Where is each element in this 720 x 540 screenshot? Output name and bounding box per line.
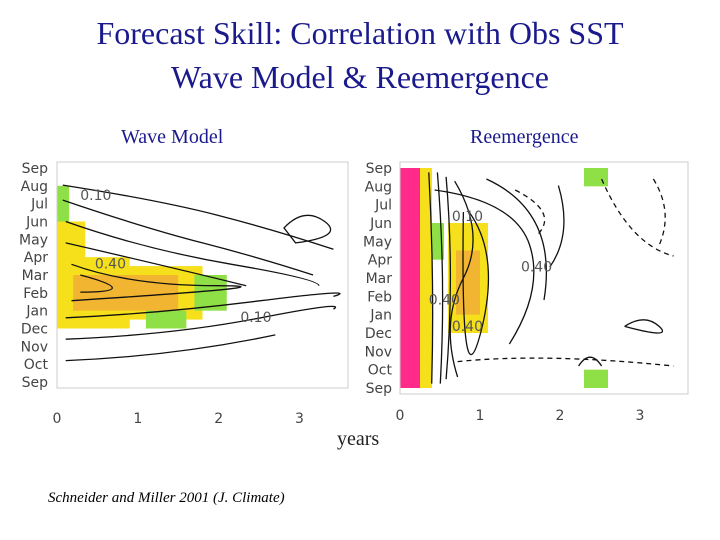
x-axis-label: years xyxy=(337,428,380,450)
plot-frame xyxy=(56,161,349,389)
y-tick-label: Feb xyxy=(23,286,48,302)
y-tick-label: Apr xyxy=(368,253,392,269)
contour-path xyxy=(80,274,113,293)
y-tick-label: Oct xyxy=(368,363,393,379)
y-tick-label: Sep xyxy=(22,375,49,391)
y-tick-label: Sep xyxy=(22,161,49,177)
x-tick-label: 0 xyxy=(53,411,62,427)
contour-path xyxy=(65,305,336,340)
contour-label: 0.10 xyxy=(240,310,271,326)
x-tick-label: 0 xyxy=(396,408,405,424)
contour-path xyxy=(283,214,332,244)
contour-lines xyxy=(62,184,341,362)
panel-label-reemergence: Reemergence xyxy=(470,126,579,148)
y-tick-label: Jul xyxy=(374,198,392,214)
contour-label: 0.10 xyxy=(452,209,483,225)
contour-path xyxy=(62,184,334,250)
y-tick-label: Feb xyxy=(367,289,392,305)
contour-path xyxy=(578,356,603,367)
skill-cell-low xyxy=(584,369,608,388)
contour-path xyxy=(549,185,565,268)
negative-contours xyxy=(457,178,674,367)
title-line-2: Wave Model & Reemergence xyxy=(170,59,549,95)
y-tick-label: Aug xyxy=(21,179,48,195)
contour-path xyxy=(65,292,341,319)
skill-cell-peak xyxy=(400,168,420,388)
y-tick-label: Nov xyxy=(365,344,392,360)
citation: Schneider and Miller 2001 (J. Climate) xyxy=(48,490,285,506)
reemergence-panel: 0.10 0.40 0.40 0.40 Sep Aug Jul Jun May Apr Mar Feb… xyxy=(363,161,689,424)
title-line-1: Forecast Skill: Correlation with Obs SST xyxy=(96,15,624,51)
y-tick-label: Oct xyxy=(24,357,49,373)
contour-path xyxy=(486,178,548,301)
y-tick-label: Nov xyxy=(21,339,48,355)
y-tick-label: Jul xyxy=(30,197,48,213)
contour-label: 0.10 xyxy=(80,188,111,204)
contour-path xyxy=(624,319,664,334)
x-tick-label: 1 xyxy=(133,411,142,427)
contour-path xyxy=(601,178,674,257)
contour-label: 0.40 xyxy=(452,319,483,335)
contour-path xyxy=(65,334,276,362)
skill-cell-high xyxy=(73,275,179,311)
skill-cell-low xyxy=(584,168,608,187)
contour-path xyxy=(514,189,546,235)
x-tick-label: 3 xyxy=(636,408,645,424)
y-tick-label: Mar xyxy=(366,271,393,287)
contour-path xyxy=(428,172,434,384)
y-tick-label: Jun xyxy=(25,215,48,231)
contour-path xyxy=(65,220,320,287)
skill-cell-high xyxy=(456,250,480,315)
x-tick-label: 2 xyxy=(214,411,223,427)
y-tick-label: Sep xyxy=(366,161,393,177)
x-tick-label: 2 xyxy=(556,408,565,424)
contour-path xyxy=(71,263,242,302)
contour-path xyxy=(436,172,444,384)
y-tick-label: Sep xyxy=(366,381,393,397)
x-tick-label: 1 xyxy=(476,408,485,424)
y-tick-label: Mar xyxy=(22,268,49,284)
panel-label-wave-model: Wave Model xyxy=(121,126,224,148)
contour-path xyxy=(445,176,452,380)
y-tick-label: Aug xyxy=(365,179,392,195)
y-tick-label: Jun xyxy=(369,216,392,232)
contour-label: 0.40 xyxy=(95,257,126,273)
contour-lines xyxy=(428,172,664,384)
contour-path xyxy=(462,211,490,355)
x-tick-label: 3 xyxy=(295,411,304,427)
contour-label: 0.40 xyxy=(521,259,552,275)
contour-path xyxy=(434,189,535,345)
skill-cell-low xyxy=(145,310,187,329)
forecast-skill-chart: 0.100.400.10SepAugJulJunMayAprMarFebJanD… xyxy=(19,161,689,427)
contour-path xyxy=(62,199,314,276)
contour-path xyxy=(652,178,666,246)
y-tick-label: Dec xyxy=(365,326,392,342)
contour-path xyxy=(457,357,674,367)
y-tick-label: Dec xyxy=(21,322,48,338)
y-tick-label: May xyxy=(19,232,48,248)
skill-cell-mid xyxy=(420,168,432,388)
y-tick-label: Jan xyxy=(369,308,392,324)
contour-path xyxy=(65,242,247,287)
y-tick-label: Jan xyxy=(25,304,48,320)
y-tick-label: May xyxy=(363,234,392,250)
y-tick-label: Apr xyxy=(24,250,48,266)
plot-frame xyxy=(399,161,689,395)
contour-label: 0.40 xyxy=(429,292,460,308)
